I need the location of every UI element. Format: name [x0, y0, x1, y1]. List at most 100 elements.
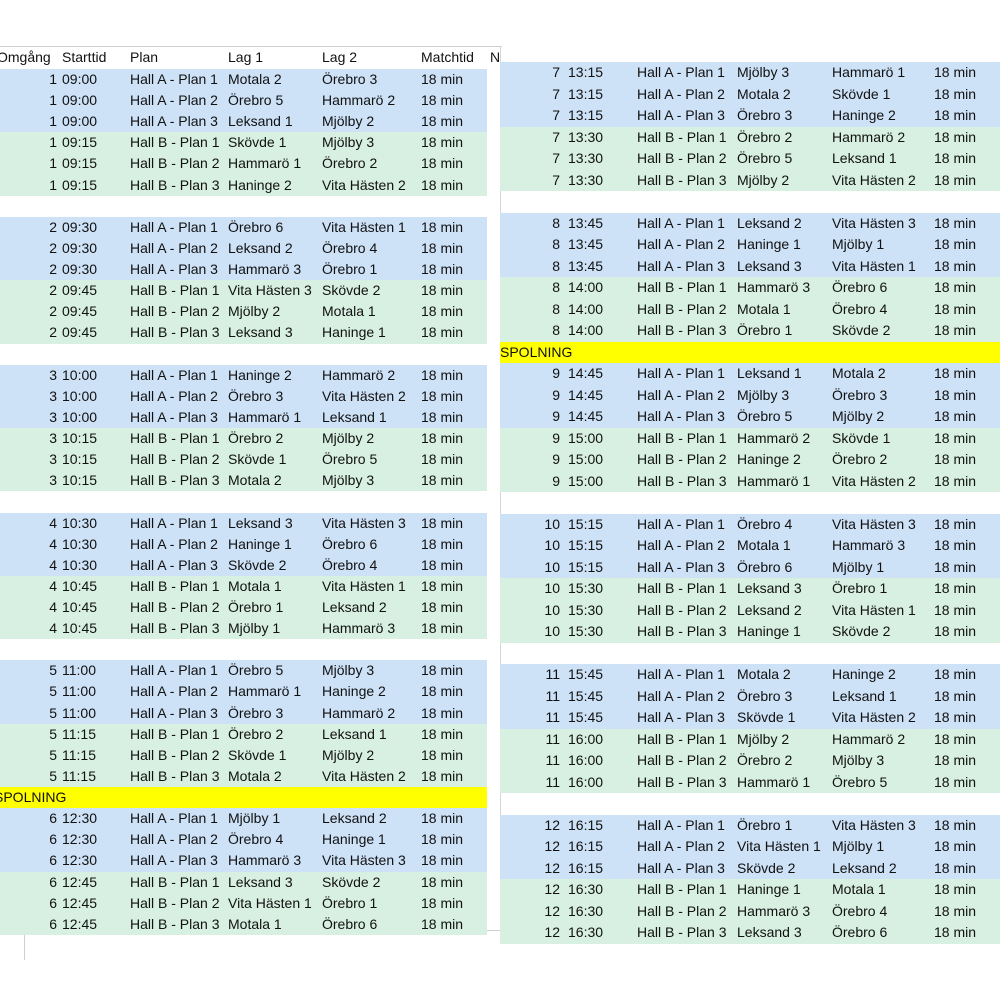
cell: Hall B - Plan 1	[130, 873, 220, 890]
cell: 1	[49, 155, 57, 172]
cell: 18 min	[421, 662, 464, 679]
table-row	[0, 808, 487, 830]
cell: Hammarö 2	[322, 366, 396, 383]
cell: 18 min	[421, 387, 464, 404]
cell: Haninge 1	[737, 881, 801, 897]
cell: 13:30	[568, 128, 604, 145]
cell: Hall B - Plan 1	[130, 725, 220, 742]
cell: Hammarö 3	[228, 852, 302, 869]
cell: 18 min	[934, 365, 977, 381]
cell: Hall B - Plan 2	[637, 752, 727, 768]
cell: Hall B - Plan 1	[130, 430, 220, 447]
cell: 18 min	[934, 730, 977, 747]
table-row	[500, 535, 1000, 557]
table-row	[500, 384, 1000, 406]
cell: Mjölby 3	[322, 134, 375, 151]
cell: 11:00	[62, 662, 96, 679]
cell: Mjölby 1	[832, 838, 885, 854]
cell: Vita Hästen 3	[322, 514, 406, 531]
cell: Leksand 3	[737, 257, 802, 274]
cell: Örebro 2	[228, 430, 284, 447]
table-row	[0, 533, 487, 555]
cell: 16:00	[568, 773, 604, 790]
cell: 18 min	[934, 924, 977, 940]
cell: 11:15	[62, 767, 96, 784]
table-row	[500, 900, 1000, 922]
cell: 18 min	[934, 816, 977, 833]
cell: Hall A - Plan 1	[130, 366, 218, 383]
cell: Hall A - Plan 3	[130, 408, 218, 425]
table-row	[500, 664, 1000, 686]
cell: 12:30	[62, 852, 98, 869]
cell: 12	[544, 838, 560, 854]
table-row	[500, 427, 1000, 449]
cell: Hammarö 3	[737, 902, 811, 919]
table-row	[0, 829, 487, 851]
cell: Hall B - Plan 1	[637, 429, 727, 446]
cell: 10:30	[62, 514, 98, 531]
cell: 8	[552, 214, 560, 231]
cell: 15:30	[568, 601, 604, 618]
cell: 12	[544, 924, 560, 940]
cell: Haninge 1	[737, 236, 801, 252]
cell: Motala 2	[832, 365, 886, 381]
cell: Hall B - Plan 2	[637, 601, 727, 618]
banner-text: SPOLNING	[0, 789, 67, 806]
cell: Vita Hästen 1	[228, 894, 312, 911]
column-header: Starttid	[62, 49, 107, 65]
cell: Skövde 1	[737, 709, 796, 725]
cell: 18 min	[421, 915, 464, 932]
table-row	[0, 301, 487, 323]
cell: Skövde 1	[832, 429, 891, 446]
column-header: N	[490, 49, 501, 65]
cell: Hall A - Plan 1	[637, 515, 725, 532]
cell: 1	[49, 176, 57, 193]
cell: 10	[544, 580, 560, 596]
cell: Örebro 1	[322, 894, 378, 911]
cell: Leksand 3	[228, 514, 293, 531]
cell: Mjölby 2	[832, 408, 885, 424]
cell: Skövde 2	[322, 282, 381, 299]
table-row	[500, 320, 1000, 342]
column-header: Plan	[130, 49, 159, 65]
cell: 15:00	[568, 451, 604, 467]
table-row	[0, 470, 487, 492]
cell: 18 min	[421, 873, 464, 890]
cell: 09:30	[62, 261, 98, 278]
cell: Mjölby 3	[322, 662, 375, 679]
cell: Hall B - Plan 3	[637, 322, 727, 338]
cell: 18 min	[421, 324, 464, 341]
table-row	[0, 449, 487, 471]
table-row	[500, 707, 1000, 729]
cell: Leksand 1	[832, 150, 897, 166]
cell: 14:45	[568, 365, 604, 381]
cell: 18 min	[934, 64, 977, 80]
cell: Hall A - Plan 3	[130, 261, 218, 278]
cell: Hall A - Plan 2	[637, 236, 725, 252]
cell: Vita Hästen 2	[322, 767, 406, 784]
cell: Hall B - Plan 1	[637, 128, 727, 145]
cell: 13:45	[568, 236, 604, 252]
cell: Hall A - Plan 2	[637, 537, 725, 553]
cell: Skövde 2	[832, 322, 891, 338]
cell: Örebro 1	[322, 261, 378, 278]
cell: 18 min	[421, 894, 464, 911]
cell: 09:00	[62, 113, 98, 130]
table-row	[0, 153, 487, 175]
cell: Hall A - Plan 3	[637, 709, 725, 725]
cell: Hall A - Plan 1	[130, 810, 218, 827]
cell: Hall A - Plan 1	[637, 64, 725, 80]
cell: Leksand 2	[322, 810, 387, 827]
cell: Hammarö 1	[737, 773, 811, 790]
cell: Mjölby 2	[322, 746, 375, 763]
cell: 11:15	[62, 746, 96, 763]
cell: Hall B - Plan 2	[130, 746, 220, 763]
cell: Hall B - Plan 3	[637, 773, 727, 790]
cell: 12	[544, 902, 560, 919]
cell: Motala 1	[228, 577, 282, 594]
cell: Leksand 2	[737, 214, 802, 231]
cell: 14:00	[568, 279, 604, 295]
cell: Örebro 1	[832, 580, 888, 596]
cell: Mjölby 2	[737, 730, 790, 747]
cell: Örebro 5	[737, 150, 793, 166]
